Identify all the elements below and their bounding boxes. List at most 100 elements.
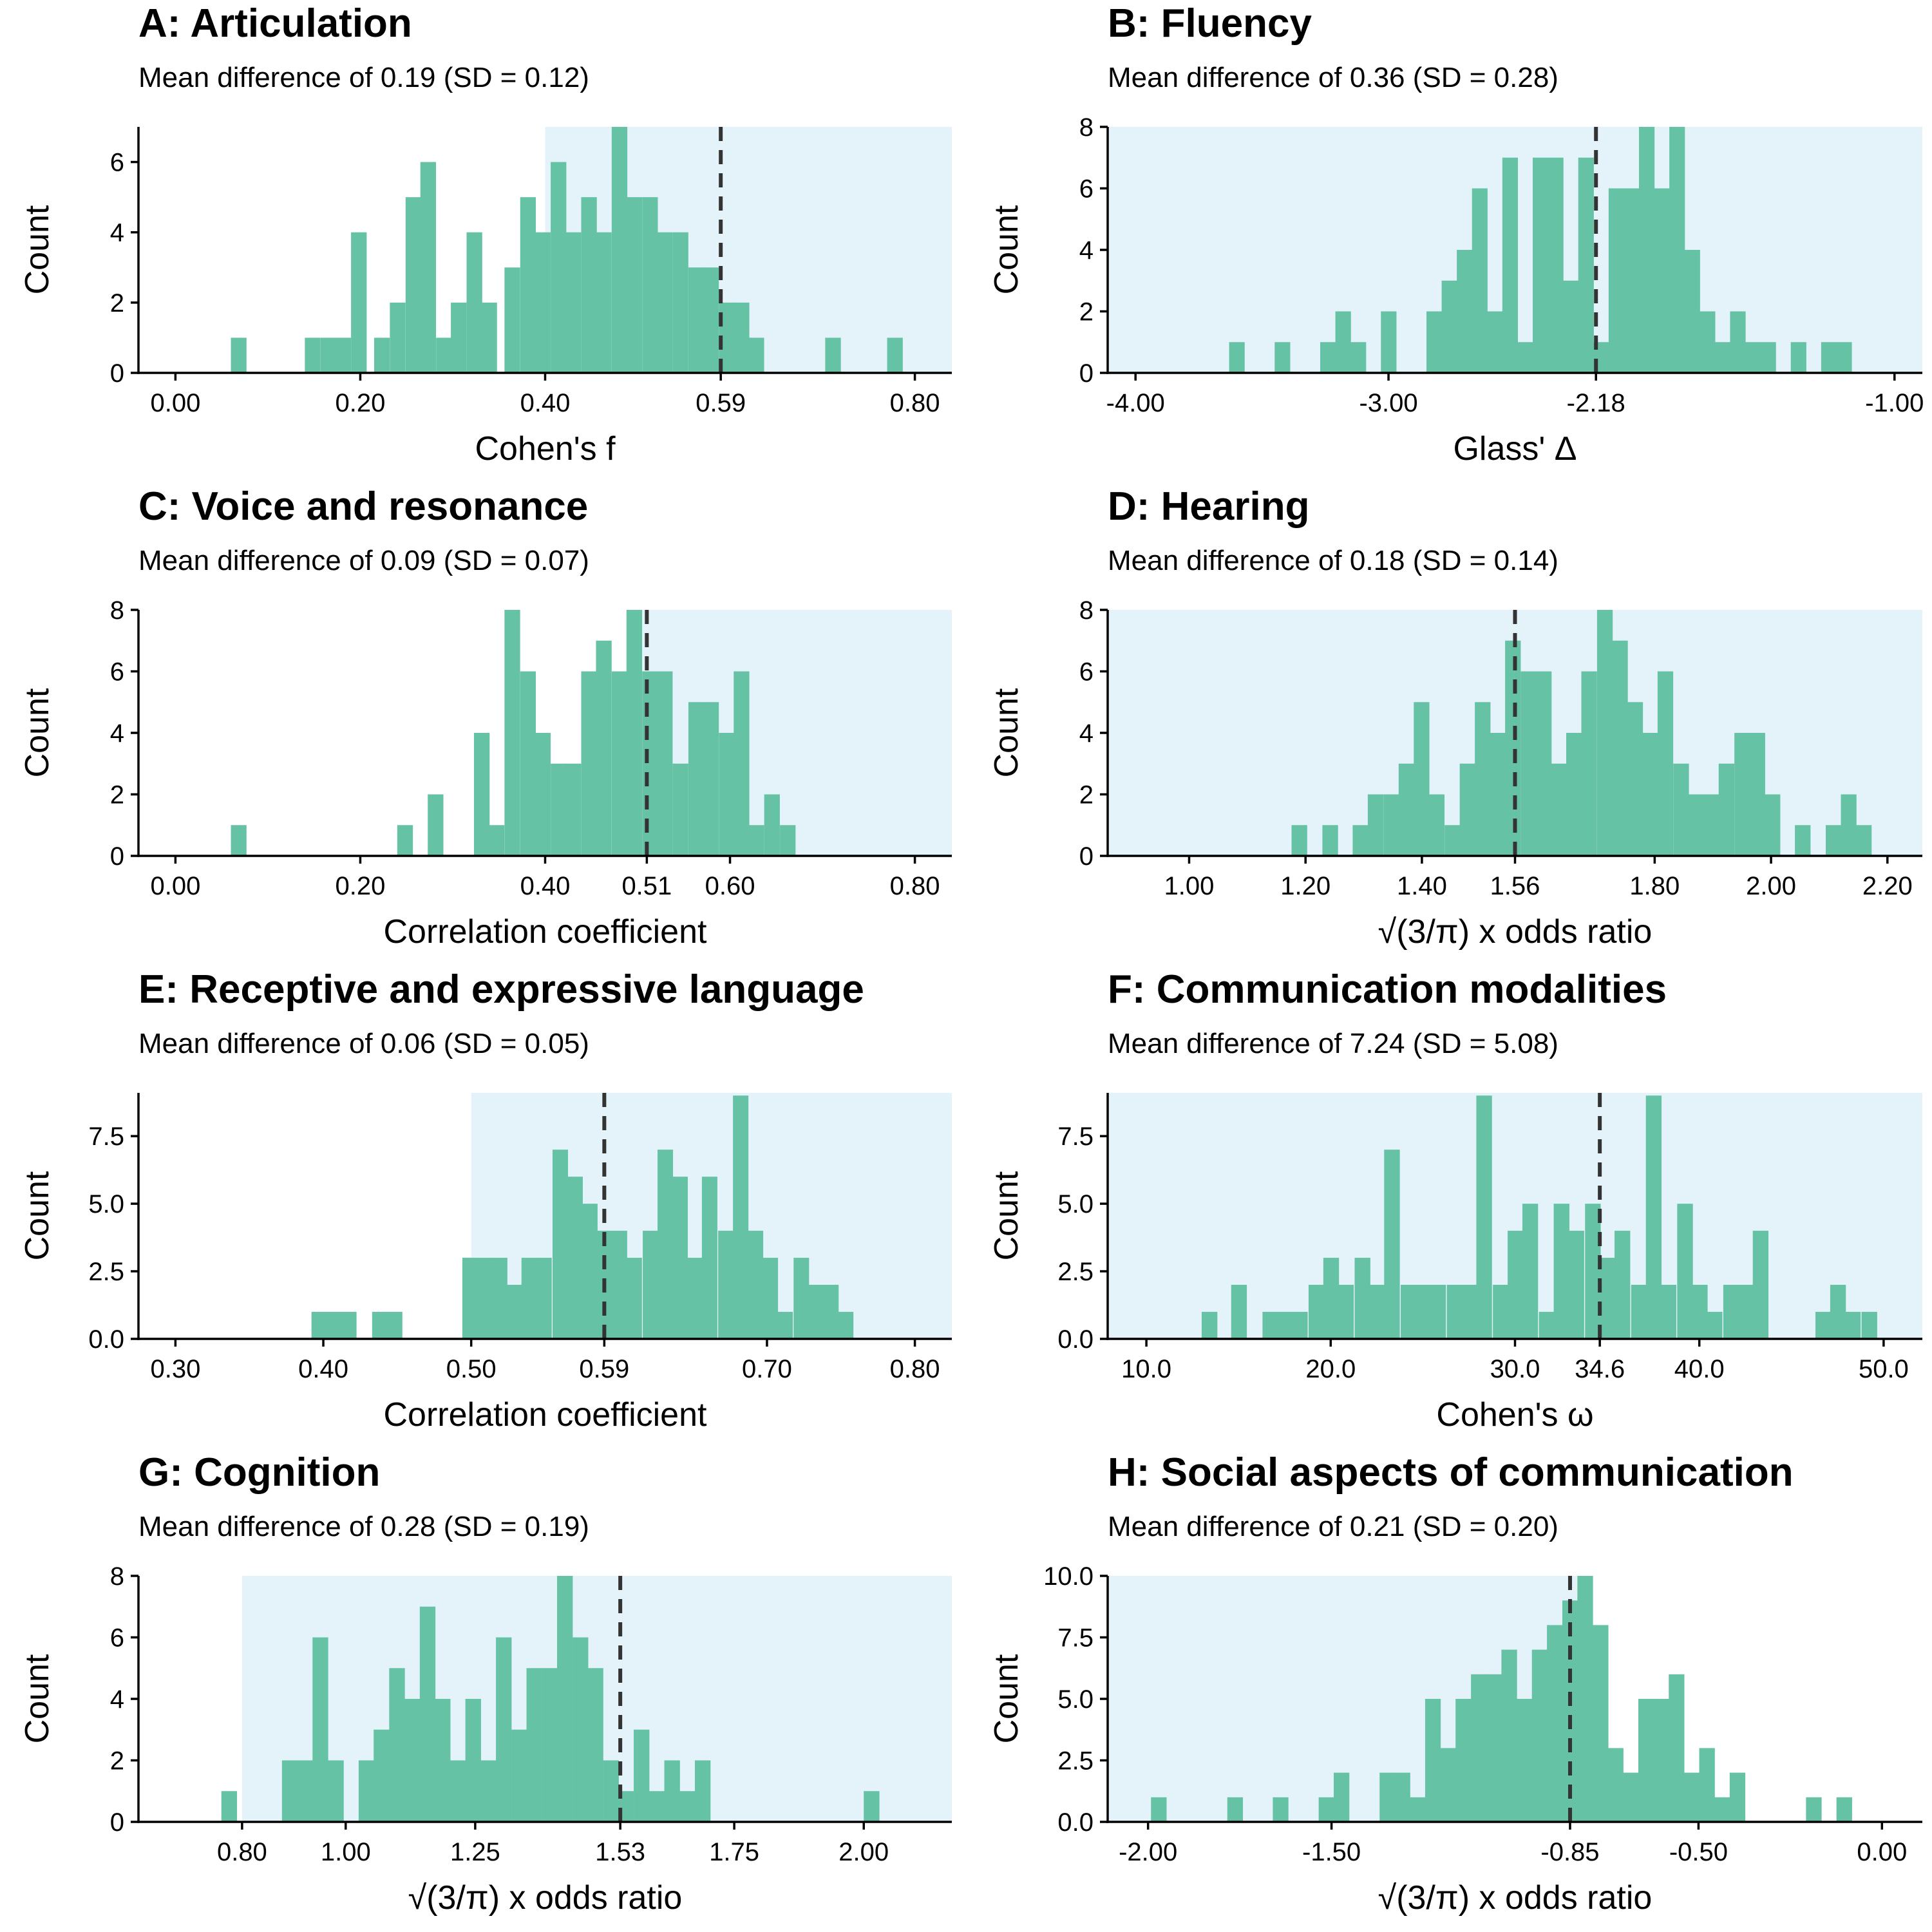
panel-a-x-tick-label: 0.59	[696, 389, 746, 417]
panel-g-x-tick-label: 2.00	[838, 1838, 889, 1866]
panel-f-bar	[1861, 1312, 1877, 1339]
panel-h-bar	[1455, 1699, 1472, 1822]
panel-b-y-tick-label: 0	[1079, 359, 1094, 388]
panel-g-bar	[374, 1729, 390, 1822]
panel-f-bar	[1401, 1285, 1417, 1339]
panel-a-bar	[520, 197, 536, 373]
chart-panels: A: Articulation Mean difference of 0.19 (…	[19, 1, 1924, 1917]
panel-g-bar	[679, 1791, 696, 1822]
panel-d-y-tick-label: 2	[1079, 781, 1094, 810]
panel-c-bar	[688, 702, 705, 856]
panel-b-bar	[1335, 311, 1351, 373]
panel-h-bar	[1394, 1772, 1410, 1822]
panel-g-y-tick-label: 4	[110, 1685, 124, 1714]
panel-c-bar	[551, 763, 567, 856]
panel-b-x-tick-label: -3.00	[1359, 389, 1417, 417]
panel-d-bar	[1612, 640, 1628, 856]
panel-g-bar	[634, 1729, 650, 1822]
panel-c-bar	[473, 733, 490, 856]
panel-h-x-tick-label: -2.00	[1119, 1838, 1177, 1866]
panel-c-title: C: Voice and resonance	[138, 484, 588, 529]
panel-d: D: Hearing Mean difference of 0.18 (SD = …	[988, 484, 1922, 951]
panel-f-bar	[1660, 1285, 1676, 1339]
panel-b-bar	[1441, 280, 1457, 373]
panel-e-y-tick-label: 7.5	[88, 1122, 124, 1151]
panel-b-x-tick-label: -1.00	[1865, 389, 1924, 417]
panel-d-bar	[1367, 794, 1384, 856]
panel-e-bar	[823, 1285, 839, 1339]
panel-a-y-tick-label: 2	[110, 289, 124, 317]
panel-c-bar	[397, 825, 413, 856]
panel-d-bar	[1642, 733, 1658, 856]
panel-g-y-tick-label: 0	[110, 1808, 124, 1837]
panel-e-bar	[536, 1258, 552, 1339]
panel-g-bar	[297, 1760, 314, 1822]
panel-f-bar	[1461, 1285, 1477, 1339]
panel-g-bar	[664, 1760, 680, 1822]
panel-a-y-tick-label: 4	[110, 219, 124, 247]
panel-e-x-tick-label: 0.70	[742, 1355, 792, 1383]
panel-c-x-axis-label: Correlation coefficient	[384, 913, 708, 951]
panel-d-bar	[1749, 733, 1765, 856]
panel-d-y-tick-label: 6	[1079, 658, 1094, 687]
panel-e-subtitle: Mean difference of 0.06 (SD = 0.05)	[138, 1028, 589, 1059]
panel-h-bar	[1531, 1649, 1548, 1822]
panel-h-bar	[1379, 1772, 1396, 1822]
panel-f-bar	[1615, 1231, 1631, 1339]
panel-g-x-tick-label: 0.80	[217, 1838, 267, 1866]
panel-g-bar	[526, 1668, 542, 1822]
panel-e-bar	[793, 1258, 810, 1339]
panel-f-title: F: Communication modalities	[1108, 967, 1667, 1012]
panel-b-bar	[1320, 342, 1336, 373]
panel-h-bar	[1714, 1797, 1730, 1822]
panel-c-y-tick-label: 8	[110, 596, 124, 625]
panel-d-bar	[1688, 794, 1705, 856]
panel-d-bar	[1734, 733, 1750, 856]
panel-h-bar	[1836, 1797, 1852, 1822]
panel-g-bar	[480, 1760, 497, 1822]
panel-d-bar	[1291, 825, 1307, 856]
panel-g-y-tick-label: 6	[110, 1624, 124, 1653]
panel-g-bar	[694, 1760, 711, 1822]
panel-a-bar	[596, 232, 612, 373]
panel-d-title: D: Hearing	[1108, 484, 1309, 529]
panel-c: C: Voice and resonance Mean difference of…	[19, 484, 952, 951]
panel-a-x-tick-label: 0.00	[150, 389, 200, 417]
panel-h-bar	[1547, 1625, 1563, 1822]
panel-a-bar	[642, 197, 658, 373]
panel-a-bar	[672, 232, 688, 373]
panel-a-bar	[390, 302, 406, 373]
panel-g-bar	[557, 1576, 573, 1822]
panel-h-y-tick-label: 5.0	[1057, 1685, 1094, 1714]
panel-e-bar	[311, 1312, 327, 1339]
panel-a-bar	[420, 162, 437, 374]
panel-b-bar	[1760, 342, 1776, 373]
panel-g-bar	[435, 1699, 451, 1822]
panel-e-bar	[687, 1258, 703, 1339]
panel-b-title: B: Fluency	[1108, 1, 1312, 46]
panel-b-bar	[1517, 342, 1533, 373]
panel-d-bar	[1841, 794, 1857, 856]
panel-c-bar	[748, 825, 764, 856]
panel-f: F: Communication modalities Mean differen…	[988, 967, 1922, 1434]
panel-a-bar	[320, 337, 337, 373]
panel-e-bar	[672, 1177, 688, 1339]
panel-f-bar	[1201, 1312, 1218, 1339]
panel-f-bar	[1568, 1231, 1584, 1339]
panel-h-bar	[1410, 1797, 1426, 1822]
panel-g-x-tick-label: 1.00	[321, 1838, 371, 1866]
panel-b: B: Fluency Mean difference of 0.36 (SD = …	[988, 1, 1924, 468]
panel-a-x-tick-label: 0.80	[890, 389, 940, 417]
panel-f-bar	[1446, 1285, 1463, 1339]
panel-d-x-tick-label: 1.40	[1397, 872, 1447, 900]
panel-c-bar	[626, 610, 643, 856]
panel-e-bar	[341, 1312, 357, 1339]
panel-a-x-tick-label: 0.40	[520, 389, 571, 417]
panel-f-y-axis-label: Count	[988, 1171, 1025, 1260]
panel-e-x-tick-label: 0.59	[579, 1355, 629, 1383]
panel-c-x-tick-label: 0.51	[621, 872, 672, 900]
panel-b-bar	[1700, 311, 1716, 373]
panel-f-bar	[1815, 1312, 1832, 1339]
panel-e-bar	[552, 1150, 569, 1339]
